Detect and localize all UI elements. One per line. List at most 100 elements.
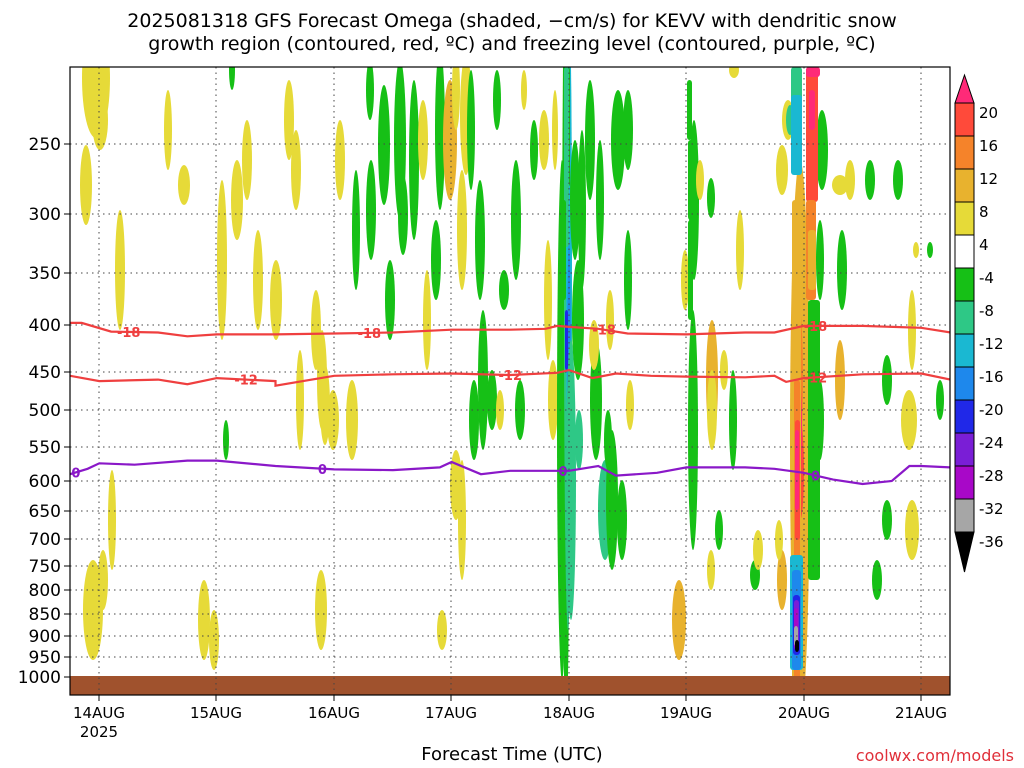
omega-shade-cell xyxy=(366,67,374,120)
credit-text: coolwx.com/models xyxy=(855,746,1014,765)
contour-label: 0 xyxy=(318,463,327,478)
colorbar-tick-label: 4 xyxy=(979,236,989,254)
omega-shade-cell xyxy=(284,80,294,160)
colorbar-swatch xyxy=(954,102,975,137)
omega-shade-column xyxy=(562,200,566,300)
omega-shade-cell xyxy=(253,230,263,330)
omega-shade-cell xyxy=(707,178,715,218)
omega-shade-cell xyxy=(715,510,723,550)
omega-shade-cell xyxy=(882,355,892,405)
y-tick-label: 350 xyxy=(29,264,61,284)
colorbar-tick-label: -36 xyxy=(979,533,1004,551)
contour-label: -12 xyxy=(804,371,828,386)
omega-shade-cell xyxy=(832,175,848,195)
omega-shade-cell xyxy=(92,90,108,150)
omega-shade-cell xyxy=(672,580,686,660)
omega-shade-cell xyxy=(901,390,917,450)
omega-shade-cell xyxy=(198,580,210,660)
omega-shade-cell xyxy=(681,250,689,310)
omega-shade-cell xyxy=(327,390,339,450)
omega-shade-cell xyxy=(936,380,944,420)
y-tick-label: 900 xyxy=(29,627,61,647)
omega-shade-cell xyxy=(335,120,345,200)
omega-shade-cell xyxy=(837,230,847,310)
omega-shade-cell xyxy=(499,270,509,310)
y-tick-label: 250 xyxy=(29,135,61,155)
omega-shade-cell xyxy=(707,550,715,590)
omega-shade-cell xyxy=(231,160,243,240)
omega-shade-cell xyxy=(585,80,595,200)
omega-shade-cell xyxy=(604,410,612,470)
colorbar-tick-label: -32 xyxy=(979,500,1004,518)
omega-shade-cell xyxy=(83,560,103,660)
colorbar-swatch xyxy=(954,366,975,401)
omega-shade-cell xyxy=(418,100,428,180)
surface-terrain-layer xyxy=(70,676,950,695)
omega-shading-layer xyxy=(80,67,944,695)
x-axis-label: Forecast Time (UTC) xyxy=(421,744,603,765)
colorbar-swatch xyxy=(954,432,975,467)
x-tick-label: 20AUG xyxy=(778,704,830,722)
omega-shade-cell xyxy=(835,340,845,420)
omega-shade-cell xyxy=(469,380,479,460)
contour-label: -18 xyxy=(358,327,382,342)
colorbar-tick-label: 16 xyxy=(979,137,998,155)
omega-shade-cell xyxy=(217,180,227,340)
omega-shade-cell xyxy=(548,360,558,440)
contour-label: -18 xyxy=(804,320,828,335)
colorbar-swatch xyxy=(954,234,975,269)
contour-label: -18 xyxy=(592,324,616,339)
contour-label: -18 xyxy=(117,326,141,341)
colorbar-tick-label: 12 xyxy=(979,170,998,188)
colorbar-tick-label: -20 xyxy=(979,401,1004,419)
omega-shade-cell xyxy=(575,410,583,470)
omega-shade-cell xyxy=(816,110,828,190)
omega-shade-cell xyxy=(696,160,704,200)
contour-label: -12 xyxy=(234,374,258,389)
contour-lines: -18 -18 -18 -18 -12 -12 -12 0 0 0 0 xyxy=(70,320,950,486)
x-year-label: 2025 xyxy=(80,723,118,741)
omega-shade-cell xyxy=(578,130,586,290)
omega-shade-cell xyxy=(493,70,501,130)
omega-shade-cell xyxy=(589,320,599,370)
omega-shade-cell xyxy=(435,67,445,210)
omega-shade-cell xyxy=(352,170,360,290)
colorbar-tick-label: -28 xyxy=(979,467,1004,485)
omega-shade-cell xyxy=(521,70,527,110)
omega-shade-cell xyxy=(98,550,108,610)
omega-shade-column xyxy=(565,310,568,370)
omega-shade-cell xyxy=(164,90,172,170)
omega-shade-cell xyxy=(882,500,892,540)
omega-shade-cell xyxy=(452,67,460,130)
omega-shade-cell xyxy=(487,370,497,430)
y-tick-label: 800 xyxy=(29,581,61,601)
omega-shade-cell xyxy=(776,145,788,195)
x-tick-label: 21AUG xyxy=(895,704,947,722)
y-tick-label: 700 xyxy=(29,530,61,550)
omega-shade-cell xyxy=(108,470,116,570)
omega-shade-cell xyxy=(475,180,485,300)
colorbar-swatch xyxy=(954,135,975,170)
omega-shade-cell xyxy=(209,610,219,670)
omega-shade-cell xyxy=(611,90,625,190)
contour-label: 0 xyxy=(71,466,80,481)
colorbar-top-arrow xyxy=(954,73,975,104)
omega-shade-column xyxy=(812,310,818,470)
omega-shade-cell xyxy=(617,480,627,560)
omega-shade-cell xyxy=(905,500,919,560)
omega-shade-cell xyxy=(552,90,558,170)
plot-frame xyxy=(69,66,951,696)
x-tick-label: 17AUG xyxy=(425,704,477,722)
omega-shade-column xyxy=(795,640,799,652)
y-tick-label: 550 xyxy=(29,438,61,458)
y-tick-label: 950 xyxy=(29,648,61,668)
omega-shade-cell xyxy=(927,242,933,258)
omega-shade-cell xyxy=(270,260,282,340)
omega-shade-cell xyxy=(223,420,229,460)
omega-shade-cell xyxy=(816,220,824,300)
contour-line--18 xyxy=(70,321,950,338)
contour-label: 0 xyxy=(811,470,820,485)
omega-shade-cell xyxy=(511,160,521,280)
omega-shade-cell xyxy=(624,230,632,330)
y-tick-label: 650 xyxy=(29,502,61,522)
